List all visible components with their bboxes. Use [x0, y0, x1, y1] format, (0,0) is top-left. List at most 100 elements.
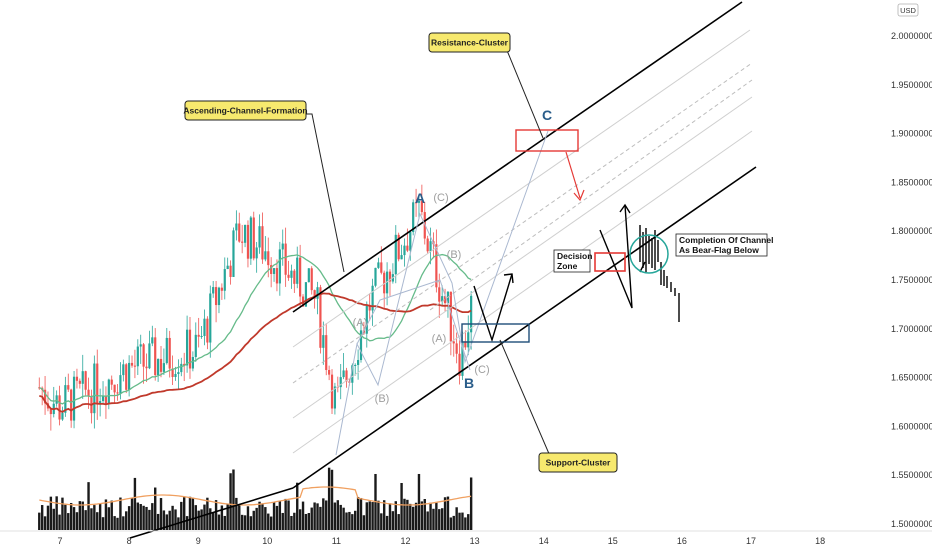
volume-bar	[446, 496, 450, 530]
volume-bar	[197, 510, 200, 530]
volume-bar	[87, 482, 90, 530]
volume-moving-average	[39, 486, 472, 506]
volume-bar	[238, 504, 241, 530]
volume-bar	[348, 511, 351, 530]
candle-body	[151, 337, 154, 344]
volume-bar	[69, 503, 73, 530]
candle-body	[310, 268, 313, 291]
price-tick-label: 1.65000000	[891, 373, 932, 383]
volume-bar	[255, 507, 258, 530]
wave-label-sub-C-2: (C)	[474, 364, 489, 376]
date-tick-label: 11	[332, 536, 341, 546]
projection-arrowhead-2	[619, 203, 631, 214]
decision-zone-line2: Zone	[557, 261, 578, 271]
volume-bar	[406, 499, 409, 530]
candle-body	[113, 384, 116, 393]
date-axis[interactable]: 7 8 9 10 11 12 13 14 15 16 17 18	[57, 536, 825, 546]
candle-body	[290, 270, 293, 278]
candle-body	[267, 251, 270, 266]
volume-bar	[96, 512, 99, 530]
price-axis[interactable]: 2.00000000 1.95000000 1.90000000 1.85000000…	[891, 31, 932, 529]
volume-bar	[275, 505, 279, 530]
candle-body	[58, 395, 61, 420]
candle-body	[226, 265, 229, 270]
volume-bar	[359, 497, 363, 530]
volume-bar	[217, 514, 221, 530]
candle-body	[72, 376, 76, 421]
price-tick-label: 2.00000000	[891, 31, 932, 41]
volume-bar	[90, 508, 93, 530]
candle-body	[241, 241, 244, 243]
candle-body	[365, 304, 368, 334]
price-tick-label: 1.95000000	[891, 80, 932, 90]
candle-body	[377, 262, 380, 268]
volume-bar	[301, 501, 305, 530]
currency-badge[interactable]: USD	[897, 3, 919, 17]
volume-bar	[81, 501, 84, 530]
volume-bar	[377, 500, 380, 530]
volume-bar	[67, 513, 70, 530]
channel-lower-extension	[129, 487, 294, 539]
candle-body	[281, 243, 284, 250]
volume-bar	[426, 511, 429, 530]
volume-bar	[188, 496, 192, 530]
candle-body	[409, 232, 412, 251]
volume-bar	[229, 473, 232, 530]
wave-path-b	[356, 279, 471, 371]
candle-body	[362, 330, 366, 334]
candle-body	[229, 265, 232, 277]
volume-bar	[93, 505, 96, 530]
channel-inner-line-1	[292, 29, 751, 348]
candle-body	[357, 360, 360, 365]
volume-bar	[313, 502, 316, 530]
projection-arrowhead-1	[503, 273, 514, 284]
candles	[38, 184, 473, 431]
candle-body	[67, 385, 70, 390]
candle-body	[70, 389, 73, 421]
currency-badge-text: USD	[900, 6, 916, 15]
candle-body	[470, 295, 473, 333]
volume-bar	[414, 502, 418, 530]
volume-bar	[339, 504, 342, 530]
volume-bar	[46, 505, 50, 530]
candle-body	[400, 255, 403, 260]
wave-label-sub-A-1: (A)	[353, 317, 368, 329]
volume-bar	[113, 516, 116, 530]
volume-bar	[307, 513, 311, 530]
candle-body	[351, 365, 354, 383]
volume-bar	[368, 501, 371, 530]
candle-body	[403, 245, 406, 256]
target-arrow	[565, 151, 585, 202]
volume-bar	[130, 498, 134, 530]
candle-body	[104, 395, 108, 405]
candle-body	[81, 371, 84, 384]
volume-bar	[316, 503, 319, 530]
volume-bar	[380, 513, 383, 530]
callout-support-cluster-text: Support-Cluster	[546, 458, 611, 468]
volume-bar	[122, 516, 125, 530]
volume-bar	[325, 500, 328, 530]
volume-bar	[409, 503, 412, 530]
volume-bar	[330, 469, 334, 530]
candle-body	[61, 412, 64, 420]
candle-body	[322, 335, 325, 348]
candle-body	[171, 368, 174, 377]
volume-bar	[145, 506, 148, 530]
candle-body	[429, 241, 432, 252]
volume-bar	[240, 514, 244, 530]
volume-bar	[98, 503, 102, 530]
candle-body	[162, 363, 166, 372]
candle-body	[371, 285, 374, 311]
volume-bar	[133, 477, 137, 530]
candle-body	[243, 224, 247, 243]
volume-bar	[438, 509, 441, 530]
wave-count-lines	[335, 130, 549, 456]
volume-bar	[362, 515, 366, 530]
candle-body	[388, 271, 392, 282]
volume-bar	[284, 498, 287, 530]
candle-body	[203, 318, 206, 337]
wave-label-B: B	[464, 375, 474, 391]
volume-bar	[449, 517, 453, 530]
volume-bar	[458, 512, 461, 530]
